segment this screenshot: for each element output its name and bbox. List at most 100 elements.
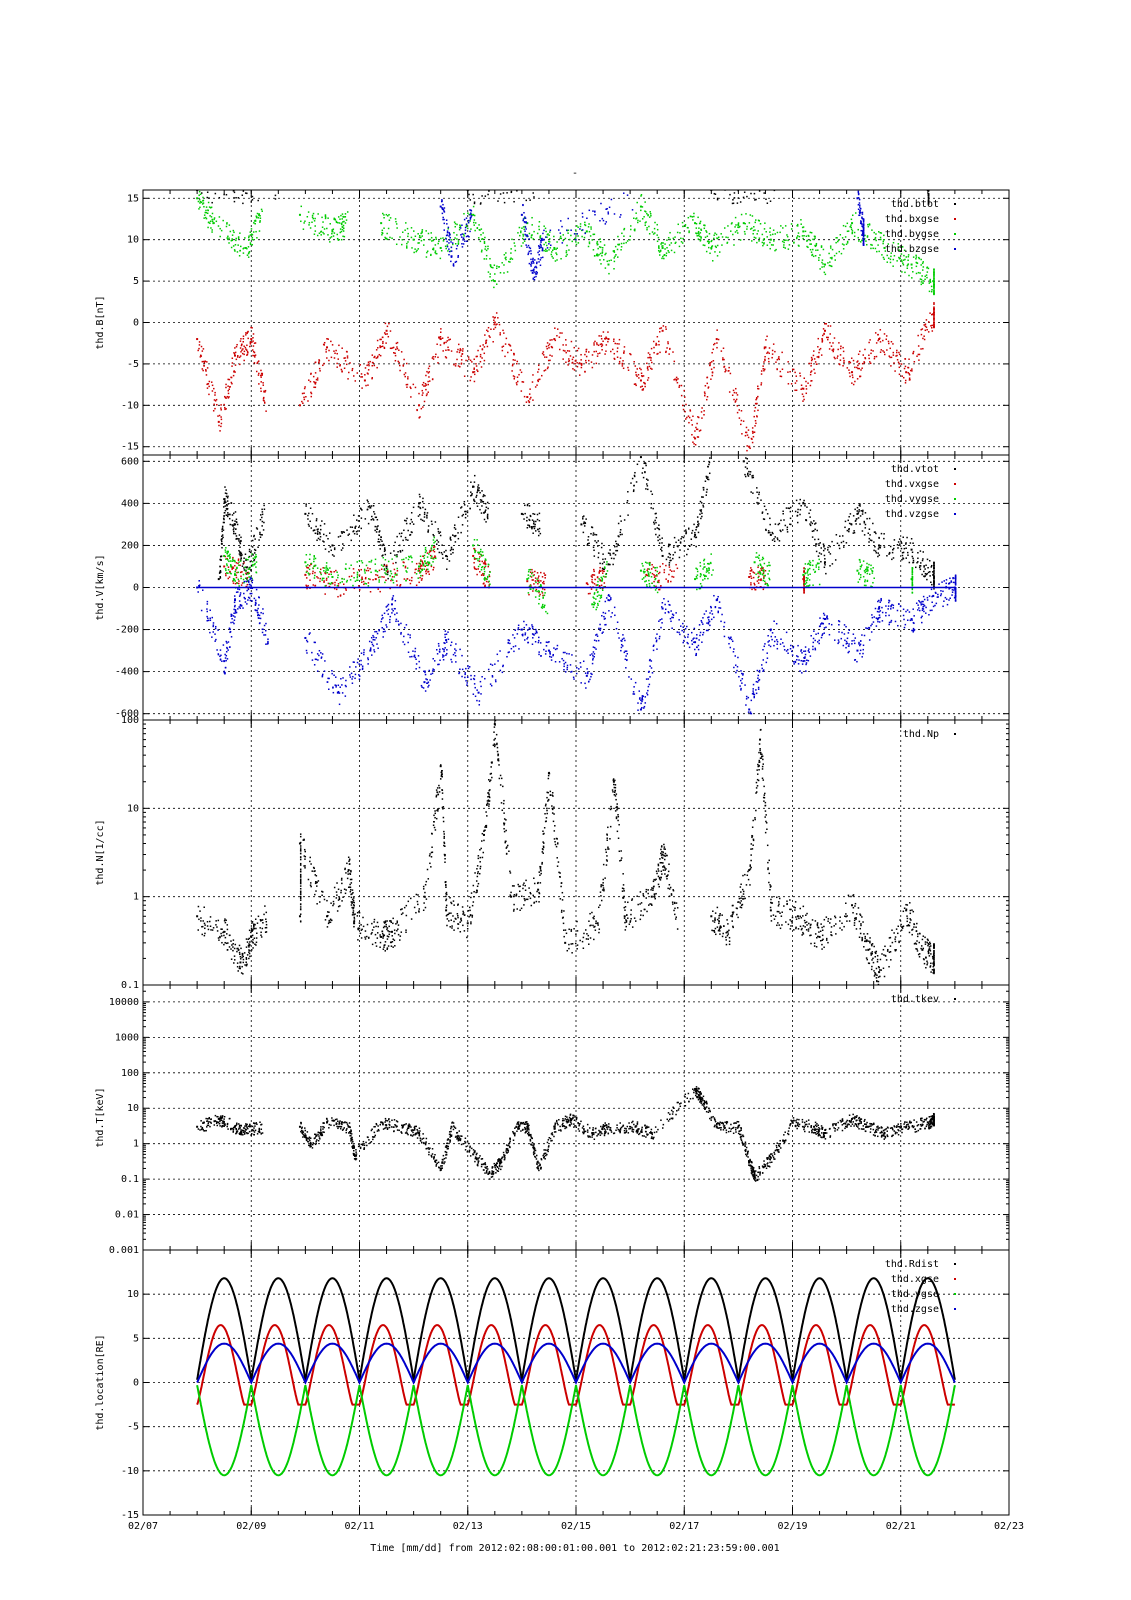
- data-dot: [714, 232, 716, 234]
- data-dot: [646, 227, 648, 229]
- data-dot: [878, 546, 880, 549]
- data-dot: [369, 360, 371, 363]
- data-dot: [208, 393, 210, 396]
- data-dot: [573, 233, 576, 235]
- data-dot: [780, 375, 783, 378]
- data-dot: [835, 252, 838, 255]
- data-dot: [549, 354, 551, 357]
- data-dot: [391, 576, 394, 578]
- data-dot: [874, 545, 876, 548]
- data-dot: [896, 349, 898, 352]
- data-dot: [245, 332, 247, 334]
- data-dot: [822, 549, 825, 552]
- data-dot: [933, 273, 935, 276]
- data-dot: [848, 528, 850, 530]
- data-dot: [711, 245, 714, 247]
- data-dot: [376, 339, 379, 342]
- data-dot: [577, 226, 579, 229]
- data-dot: [893, 539, 896, 541]
- data-point: [331, 582, 334, 585]
- data-dot: [255, 230, 257, 233]
- data-dot: [863, 238, 866, 240]
- data-dot: [465, 359, 467, 362]
- data-dot: [206, 212, 209, 215]
- data-dot: [365, 569, 368, 572]
- data-dot: [410, 518, 413, 521]
- data-dot: [531, 519, 534, 521]
- data-dot: [374, 525, 377, 528]
- data-dot: [686, 416, 688, 419]
- data-dot: [535, 530, 537, 532]
- data-dot: [658, 581, 660, 584]
- data-dot: [715, 184, 717, 186]
- data-dot: [921, 559, 924, 562]
- data-dot: [459, 225, 462, 227]
- data-dot: [844, 526, 846, 529]
- data-dot: [317, 213, 319, 215]
- data-dot: [734, 226, 736, 228]
- data-dot: [696, 526, 698, 528]
- data-dot: [683, 389, 685, 392]
- data-dot: [341, 228, 344, 231]
- data-dot: [535, 266, 538, 269]
- data-dot: [251, 565, 254, 567]
- data-dot: [757, 572, 759, 575]
- data-dot: [931, 571, 934, 573]
- data-dot: [524, 216, 526, 218]
- data-dot: [864, 527, 867, 529]
- data-dot: [360, 376, 362, 378]
- data-dot: [252, 340, 254, 342]
- data-dot: [532, 523, 535, 525]
- data-dot: [510, 248, 512, 250]
- data-dot: [907, 259, 909, 262]
- data-dot: [372, 504, 375, 507]
- data-dot: [838, 544, 840, 547]
- data-dot: [511, 258, 514, 260]
- data-dot: [673, 379, 675, 381]
- data-dot: [729, 193, 731, 196]
- data-dot: [197, 200, 200, 203]
- data-dot: [249, 242, 252, 244]
- data-dot: [817, 346, 819, 348]
- data-dot: [373, 364, 376, 367]
- data-dot: [504, 343, 507, 345]
- data-dot: [601, 344, 604, 346]
- data-dot: [559, 237, 561, 239]
- data-dot: [635, 371, 637, 374]
- data-dot: [803, 587, 805, 590]
- data-dot: [432, 546, 435, 548]
- data-dot: [383, 563, 386, 566]
- data-dot: [605, 252, 607, 255]
- data-point: [639, 379, 642, 382]
- data-dot: [503, 272, 505, 274]
- data-dot: [705, 494, 708, 496]
- data-dot: [411, 531, 413, 534]
- data-dot: [580, 364, 583, 366]
- data-dot: [926, 558, 929, 561]
- data-dot: [693, 535, 696, 538]
- data-dot: [593, 555, 596, 557]
- data-dot: [253, 222, 255, 224]
- data-dot: [776, 358, 779, 361]
- data-dot: [445, 238, 447, 240]
- data-dot: [635, 384, 637, 387]
- data-dot: [392, 346, 395, 349]
- data-dot: [234, 371, 236, 373]
- data-dot: [794, 371, 796, 374]
- data-dot: [720, 350, 723, 352]
- data-dot: [482, 574, 485, 577]
- data-dot: [645, 478, 648, 480]
- data-dot: [387, 577, 389, 580]
- data-dot: [859, 350, 861, 353]
- data-dot: [620, 246, 623, 248]
- data-dot: [879, 545, 882, 547]
- data-dot: [354, 527, 356, 529]
- data-dot: [585, 359, 587, 362]
- data-dot: [251, 327, 253, 329]
- data-dot: [704, 385, 707, 387]
- data-dot: [757, 502, 760, 504]
- data-dot: [477, 568, 479, 570]
- data-dot: [328, 573, 330, 576]
- data-dot: [704, 244, 706, 247]
- data-dot: [547, 359, 550, 362]
